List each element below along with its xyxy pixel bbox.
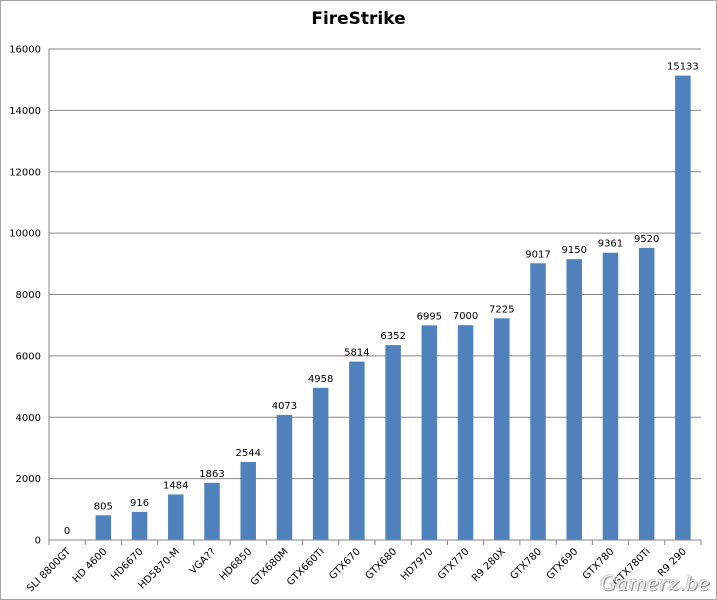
bar: [312, 387, 329, 540]
x-category-label: GTX680M: [249, 546, 291, 588]
x-category-label: R9 280X: [470, 546, 508, 584]
data-label: 1484: [163, 480, 188, 491]
bar: [675, 75, 691, 540]
watermark-logo: Gamerz.be: [600, 571, 710, 595]
bar: [349, 361, 365, 540]
x-category-label: GTX660Ti: [285, 546, 327, 588]
chart-title: FireStrike: [311, 9, 406, 29]
x-category-label: SLI 8800GT: [25, 546, 74, 595]
data-label: 5814: [344, 348, 369, 359]
x-category-label: GTX770: [436, 546, 472, 582]
bar: [457, 325, 474, 540]
bar: [530, 263, 546, 540]
data-label: 9150: [561, 245, 586, 256]
data-label: 9017: [525, 249, 550, 260]
x-category-label: GTX670: [327, 546, 363, 582]
x-category-label: GTX780: [508, 546, 544, 582]
bar: [95, 515, 112, 540]
y-tick-label: 0: [35, 536, 41, 547]
x-category-label: HD6670: [109, 546, 146, 583]
bar: [638, 247, 655, 541]
y-tick-label: 6000: [16, 351, 41, 362]
data-label: 0: [64, 526, 70, 537]
y-tick-label: 2000: [16, 474, 41, 485]
bar: [240, 461, 256, 540]
y-tick-label: 14000: [9, 106, 41, 117]
data-label: 1863: [199, 469, 224, 480]
bar: [494, 318, 510, 540]
data-label: 15133: [667, 62, 699, 73]
x-category-label: VGA??: [188, 546, 218, 576]
data-label: 805: [94, 501, 113, 512]
x-category-label: HD7970: [399, 546, 436, 583]
data-label: 4073: [272, 401, 297, 412]
data-label: 7000: [453, 311, 478, 322]
x-category-label: HD6850: [218, 546, 255, 583]
bar: [602, 252, 619, 540]
x-category-label: HD 4600: [71, 546, 110, 585]
x-category-label: GTX680: [364, 546, 400, 582]
data-label: 4958: [308, 374, 333, 385]
data-label: 2544: [235, 448, 260, 459]
bar: [204, 482, 220, 540]
data-label: 6995: [417, 311, 442, 322]
y-tick-label: 4000: [16, 413, 41, 424]
bar: [168, 494, 184, 540]
data-label: 6352: [380, 331, 405, 342]
data-label: 916: [130, 498, 149, 509]
bar: [566, 259, 582, 540]
y-tick-label: 16000: [9, 45, 41, 56]
bar: [276, 415, 293, 540]
y-tick-label: 10000: [9, 229, 41, 240]
y-tick-label: 12000: [9, 167, 41, 178]
data-label: 7225: [489, 304, 514, 315]
y-tick-label: 8000: [16, 290, 41, 301]
data-label: 9361: [598, 239, 623, 250]
x-category-label: GTX690: [545, 546, 581, 582]
bar: [385, 345, 401, 540]
data-label: 9520: [634, 234, 659, 245]
bar: [421, 325, 438, 540]
bar: [131, 511, 148, 540]
